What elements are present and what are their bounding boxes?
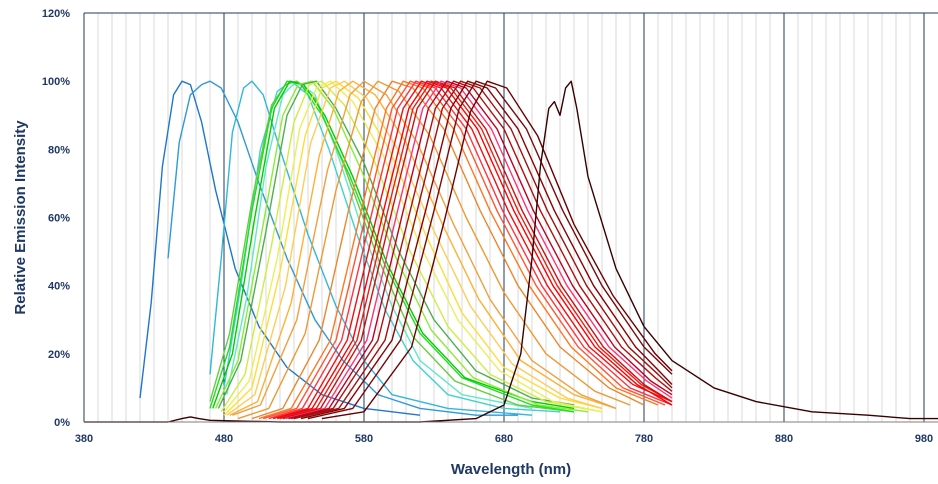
series-line-27 bbox=[288, 80, 673, 420]
x-tick-label: 680 bbox=[495, 433, 513, 445]
series-line-29 bbox=[293, 80, 673, 420]
series-line-13 bbox=[223, 80, 603, 416]
series-line-14 bbox=[226, 80, 603, 416]
series-line-32 bbox=[321, 80, 673, 420]
x-axis-title: Wavelength (nm) bbox=[451, 461, 571, 478]
x-tick-label: 880 bbox=[775, 433, 793, 445]
x-tick-labels: 380 480 580 680 780 880 980 bbox=[75, 433, 933, 445]
y-tick-labels: 0% 20% 40% 60% 80% 100% 120% bbox=[42, 8, 70, 429]
y-tick-label: 0% bbox=[54, 417, 70, 429]
series-line-3 bbox=[209, 80, 533, 416]
series-line-28 bbox=[291, 80, 673, 420]
series-line-21 bbox=[268, 80, 673, 420]
series-line-1 bbox=[139, 80, 421, 416]
y-tick-label: 60% bbox=[48, 213, 70, 225]
y-axis-title: Relative Emission Intensity bbox=[12, 120, 29, 315]
series-line-22 bbox=[272, 80, 673, 420]
series-line-6 bbox=[209, 80, 575, 413]
series-line-25 bbox=[282, 80, 673, 420]
y-tick-label: 40% bbox=[48, 281, 70, 293]
series-line-2 bbox=[167, 80, 518, 416]
x-tick-label: 780 bbox=[635, 433, 653, 445]
series-line-17 bbox=[237, 80, 631, 420]
x-tick-label: 480 bbox=[215, 433, 233, 445]
series-line-7 bbox=[209, 80, 575, 413]
x-tick-label: 580 bbox=[355, 433, 373, 445]
series-line-30 bbox=[300, 80, 673, 420]
series-line-8 bbox=[212, 80, 575, 410]
y-tick-label: 120% bbox=[42, 8, 70, 20]
series-line-12 bbox=[223, 80, 603, 413]
series-line-11 bbox=[220, 80, 603, 413]
x-tick-label: 380 bbox=[75, 433, 93, 445]
y-tick-label: 100% bbox=[42, 76, 70, 88]
series-line-20 bbox=[262, 80, 666, 420]
x-tick-label: 980 bbox=[915, 433, 933, 445]
series-lines bbox=[84, 80, 938, 423]
minor-gridlines bbox=[97, 13, 911, 422]
series-line-4 bbox=[223, 80, 561, 413]
series-line-24 bbox=[279, 80, 673, 420]
series-line-26 bbox=[285, 80, 673, 420]
y-tick-label: 80% bbox=[48, 144, 70, 156]
series-line-19 bbox=[258, 80, 659, 420]
series-line-18 bbox=[251, 80, 645, 420]
series-line-23 bbox=[277, 80, 673, 420]
series-line-15 bbox=[229, 80, 617, 416]
series-line-10 bbox=[217, 80, 575, 409]
series-line-33 bbox=[84, 80, 938, 423]
y-tick-label: 20% bbox=[48, 349, 70, 361]
series-line-16 bbox=[232, 80, 617, 416]
